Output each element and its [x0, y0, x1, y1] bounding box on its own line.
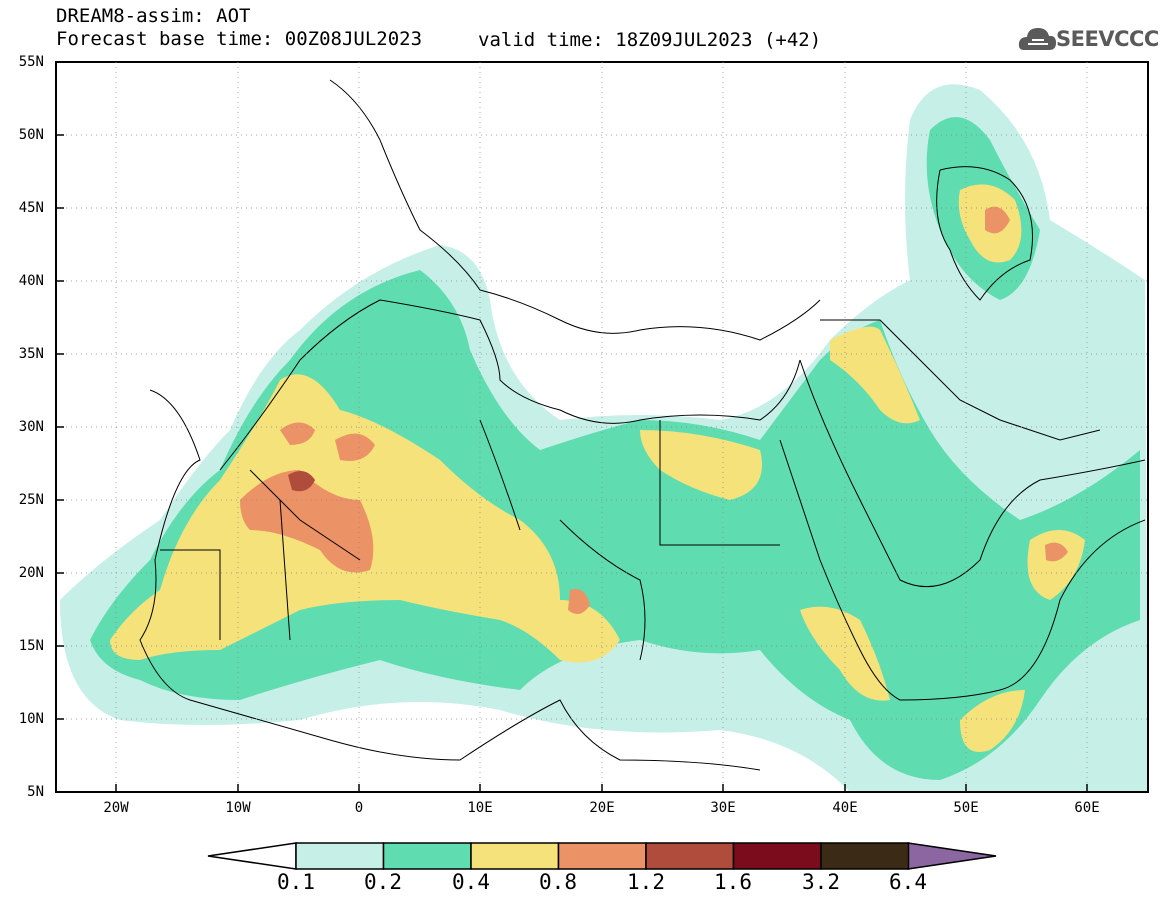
lon-label: 20W: [103, 800, 129, 816]
lat-label: 10N: [18, 711, 44, 727]
lat-label: 5N: [27, 784, 44, 800]
lon-label: 10E: [467, 800, 493, 816]
colorbar-box: [732, 842, 822, 870]
colorbar-label: 1.2: [627, 870, 665, 894]
lat-label: 30N: [18, 419, 44, 435]
colorbar-box: [470, 842, 560, 870]
lat-label: 40N: [18, 273, 44, 289]
colorbar-label: 0.2: [364, 870, 402, 894]
colorbar-label: 0.4: [452, 870, 490, 894]
lat-label: 25N: [18, 492, 44, 508]
forecast-base-time: Forecast base time: 00Z08JUL2023: [56, 28, 423, 50]
valid-time: valid time: 18Z09JUL2023 (+42): [478, 29, 822, 51]
graticule: [56, 62, 1148, 792]
lat-label: 15N: [18, 638, 44, 654]
lat-label: 20N: [18, 565, 44, 581]
lon-label: 40E: [832, 800, 858, 816]
colorbar-box: [295, 842, 385, 870]
colorbar-box: [820, 842, 910, 870]
cloud-icon: [1018, 28, 1056, 50]
lat-label: 50N: [18, 127, 44, 143]
lon-label: 60E: [1074, 800, 1100, 816]
lat-label: 55N: [18, 54, 44, 70]
lon-label: 30E: [710, 800, 736, 816]
colorbar: [207, 842, 997, 870]
colorbar-box: [557, 842, 647, 870]
lon-label: 20E: [589, 800, 615, 816]
logo-text: SEEVCCC: [1056, 27, 1159, 51]
lon-label: 0: [354, 800, 364, 816]
lat-label: 45N: [18, 200, 44, 216]
colorbar-label: 6.4: [889, 870, 927, 894]
lon-label: 50E: [953, 800, 979, 816]
colorbar-low-arrow: [207, 842, 297, 870]
colorbar-box: [382, 842, 472, 870]
map-title: DREAM8-assim: AOT: [56, 5, 251, 27]
colorbar-label: 3.2: [802, 870, 840, 894]
tick-marks: [56, 61, 1088, 792]
colorbar-label: 0.8: [539, 870, 577, 894]
colorbar-label: 0.1: [277, 870, 315, 894]
lat-label: 35N: [18, 346, 44, 362]
lon-label: 10W: [225, 800, 251, 816]
colorbar-box: [645, 842, 735, 870]
coastlines: [139, 79, 1146, 771]
colorbar-high-arrow: [907, 842, 997, 870]
colorbar-label: 1.6: [714, 870, 752, 894]
